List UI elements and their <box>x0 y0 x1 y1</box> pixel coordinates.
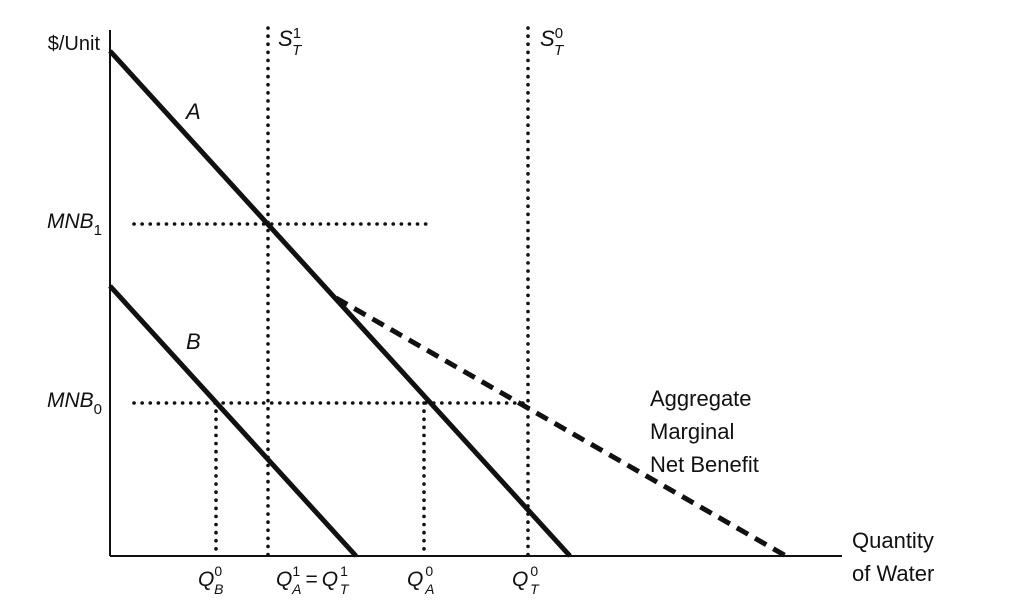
x-tick-qa1-qt1: Q1 A = Q 1 T <box>276 563 350 597</box>
aggregate-label-line3: Net Benefit <box>650 452 759 477</box>
aggregate-label-line1: Aggregate <box>650 386 752 411</box>
x-axis-label-line2: of Water <box>852 561 934 586</box>
series-line-aggregate <box>334 295 788 559</box>
y-axis-label: $/Unit <box>48 33 101 55</box>
series-line-a <box>108 49 572 558</box>
series-a-label: A <box>184 99 201 124</box>
x-tick-qb0: Q0 B <box>198 563 223 597</box>
price-label-mnb1: MNB1 <box>47 210 102 239</box>
price-label-mnb0: MNB0 <box>47 389 102 418</box>
aggregate-label-line2: Marginal <box>650 419 734 444</box>
supply-label-s1t: S1 T <box>278 25 303 59</box>
series-b-label: B <box>186 329 201 354</box>
series-line-b <box>108 284 358 558</box>
x-axis-label-line1: Quantity <box>852 528 934 553</box>
supply-label-s0t: S0 T <box>540 25 565 59</box>
